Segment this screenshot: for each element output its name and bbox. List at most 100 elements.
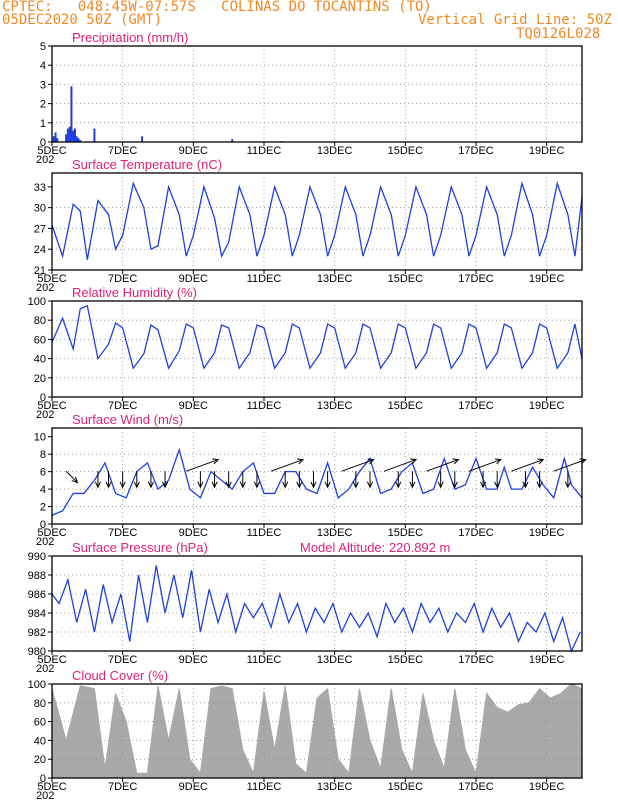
x-tick-label: 9DEC <box>179 145 208 157</box>
x-tick-label: 19DEC <box>529 654 565 666</box>
x-tick-label: 13DEC <box>317 527 353 539</box>
x-tick-label: 17DEC <box>458 273 494 285</box>
x-tick-label: 9DEC <box>179 527 208 539</box>
wind-arrowhead <box>197 481 204 489</box>
y-tick-label: 100 <box>28 679 46 691</box>
x-tick-label: 13DEC <box>317 400 353 412</box>
wind-arrowhead <box>225 481 232 489</box>
x-tick-label: 13DEC <box>317 781 353 793</box>
rh-line <box>51 304 583 370</box>
wind-arrowhead <box>105 481 112 489</box>
wind-arrowhead <box>536 481 543 489</box>
pres-frame <box>51 555 583 652</box>
wind-arrowhead <box>211 481 218 489</box>
wind-arrowhead <box>162 481 169 489</box>
x-tick-label: 7DEC <box>108 145 137 157</box>
x-tick-label: 19DEC <box>529 400 565 412</box>
x-tick-label: 17DEC <box>458 145 494 157</box>
x-tick-label: 17DEC <box>458 654 494 666</box>
cloud-frame <box>51 683 583 779</box>
x-tick-label: 19DEC <box>529 527 565 539</box>
wind-arrowhead <box>119 481 126 489</box>
y-tick-label: 30 <box>34 203 46 215</box>
y-tick-label: 6 <box>40 467 46 479</box>
y-tick-label: 60 <box>34 717 46 729</box>
temp-frame <box>51 172 583 271</box>
y-tick-label: 0 <box>40 392 46 404</box>
x-year-label: 202 <box>36 536 54 548</box>
y-tick-label: 986 <box>28 589 46 601</box>
precip-bar <box>231 139 234 142</box>
wind-arrowhead <box>282 481 289 489</box>
wind-arrowhead <box>71 476 79 484</box>
wind-arrowhead <box>522 481 529 489</box>
precip-bar <box>141 136 144 142</box>
y-tick-label: 984 <box>28 608 46 620</box>
y-tick-label: 988 <box>28 570 46 582</box>
wind-arrowhead <box>296 481 303 489</box>
x-tick-label: 7DEC <box>108 781 137 793</box>
wind-arrowhead <box>324 481 331 489</box>
y-tick-label: 40 <box>34 735 46 747</box>
x-year-label: 202 <box>36 790 54 800</box>
y-tick-label: 27 <box>34 223 46 235</box>
precip-bar <box>70 86 73 142</box>
x-tick-label: 5DEC <box>37 400 66 412</box>
precip-bar <box>54 132 57 142</box>
x-tick-label: 19DEC <box>529 273 565 285</box>
pres-line <box>51 565 581 653</box>
x-tick-label: 13DEC <box>317 654 353 666</box>
wind-arrowhead <box>366 481 374 489</box>
rh-frame <box>51 300 583 398</box>
wind-frame <box>51 427 583 525</box>
x-tick-label: 9DEC <box>179 400 208 412</box>
pres-title: Surface Pressure (hPa) <box>72 540 208 555</box>
y-tick-label: 990 <box>28 551 46 563</box>
wind-arrow <box>341 459 374 472</box>
y-tick-label: 80 <box>34 698 46 710</box>
x-year-label: 202 <box>36 409 54 421</box>
x-tick-label: 9DEC <box>179 273 208 285</box>
wind-arrowhead <box>452 458 460 465</box>
y-tick-label: 2 <box>40 99 46 111</box>
x-tick-label: 7DEC <box>108 654 137 666</box>
cloud-title: Cloud Cover (%) <box>72 668 168 683</box>
header-line1: CPTEC: 048:45W-07:57S COLINAS DO TOCANTI… <box>2 0 432 15</box>
x-tick-label: 17DEC <box>458 781 494 793</box>
wind-arrowhead <box>437 481 444 489</box>
wind-arrowhead <box>310 481 317 489</box>
wind-arrow <box>511 459 544 472</box>
precip-bar <box>75 136 78 142</box>
y-tick-label: 3 <box>40 79 46 91</box>
x-tick-label: 7DEC <box>108 527 137 539</box>
y-tick-label: 4 <box>40 484 46 496</box>
rh-title: Relative Humidity (%) <box>72 285 197 300</box>
precip-frame <box>51 45 583 143</box>
x-tick-label: 11DEC <box>247 273 282 285</box>
wind-line <box>51 447 583 516</box>
precip-bar <box>73 128 76 142</box>
y-tick-label: 982 <box>28 627 46 639</box>
wind-arrowhead <box>367 458 375 465</box>
x-year-label: 202 <box>36 282 54 294</box>
x-tick-label: 15DEC <box>388 400 424 412</box>
y-tick-label: 24 <box>34 244 46 256</box>
y-tick-label: 100 <box>28 296 46 308</box>
wind-arrowhead <box>94 481 101 489</box>
y-tick-label: 20 <box>34 373 46 385</box>
wind-arrowhead <box>147 481 154 489</box>
wind-arrowhead <box>239 481 246 489</box>
x-tick-label: 13DEC <box>317 273 353 285</box>
temp-title: Surface Temperature (nC) <box>72 157 222 172</box>
x-tick-label: 15DEC <box>388 781 424 793</box>
x-tick-label: 5DEC <box>37 654 66 666</box>
x-tick-label: 5DEC <box>37 781 66 793</box>
y-tick-label: 8 <box>40 449 46 461</box>
wind-arrow <box>468 459 502 472</box>
cloud-area <box>51 683 583 779</box>
x-tick-label: 5DEC <box>37 145 66 157</box>
temp-line <box>51 180 583 260</box>
wind-arrowhead <box>480 481 487 489</box>
precip-bar <box>93 128 96 142</box>
